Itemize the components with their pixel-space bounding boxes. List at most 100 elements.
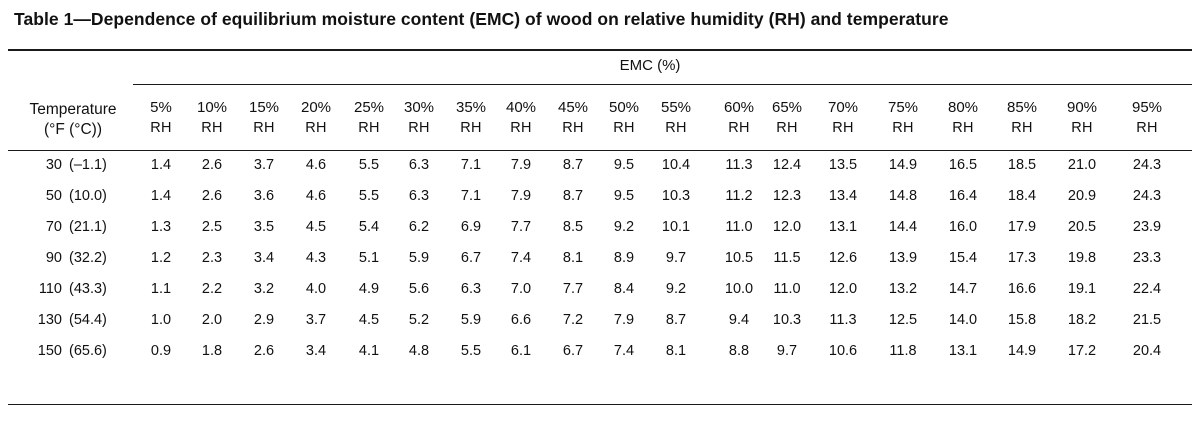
- emc-value-cell: 19.8: [1067, 250, 1097, 266]
- emc-value-cell: 15.4: [948, 250, 978, 266]
- emc-value-cell: 10.5: [724, 250, 754, 266]
- emc-value-cell: 4.3: [305, 250, 327, 266]
- emc-value-cell: 10.0: [724, 281, 754, 297]
- emc-value-cell: 21.0: [1067, 157, 1097, 173]
- column-header-percent: 40%: [505, 99, 537, 116]
- column-header-unit: RH: [1011, 120, 1033, 136]
- emc-value-cell: 1.1: [150, 281, 172, 297]
- emc-value-cell: 14.0: [948, 312, 978, 328]
- emc-value-cell: 3.4: [305, 343, 327, 359]
- emc-value-cell: 6.7: [562, 343, 584, 359]
- emc-value-cell: 11.0: [773, 281, 801, 297]
- temperature-fahrenheit: 110: [38, 281, 62, 297]
- emc-value-cell: 10.3: [661, 188, 691, 204]
- column-header-unit: RH: [776, 120, 798, 136]
- emc-value-cell: 12.6: [828, 250, 858, 266]
- emc-value-cell: 5.5: [460, 343, 482, 359]
- emc-value-cell: 1.0: [150, 312, 172, 328]
- emc-value-cell: 4.0: [305, 281, 327, 297]
- column-header-percent: 30%: [403, 99, 435, 116]
- emc-value-cell: 7.0: [510, 281, 532, 297]
- emc-value-cell: 10.1: [661, 219, 691, 235]
- temperature-celsius: (10.0): [69, 188, 107, 204]
- emc-value-cell: 20.4: [1132, 343, 1162, 359]
- emc-value-cell: 6.3: [408, 188, 430, 204]
- emc-value-cell: 12.3: [772, 188, 802, 204]
- emc-value-cell: 19.1: [1067, 281, 1097, 297]
- column-header-percent: 90%: [1066, 99, 1098, 116]
- emc-value-cell: 8.1: [665, 343, 687, 359]
- emc-value-cell: 24.3: [1132, 188, 1162, 204]
- emc-value-cell: 10.3: [772, 312, 802, 328]
- temperature-fahrenheit: 50: [45, 188, 62, 204]
- emc-value-cell: 4.6: [305, 188, 327, 204]
- column-header-percent: 45%: [557, 99, 589, 116]
- column-header: 80% RH: [935, 98, 991, 138]
- emc-value-cell: 13.1: [828, 219, 858, 235]
- column-header-unit: RH: [253, 120, 275, 136]
- column-header-percent: 50%: [608, 99, 640, 116]
- temperature-celsius: (65.6): [69, 343, 107, 359]
- emc-value-cell: 3.7: [253, 157, 275, 173]
- row-temperature: 90 (32.2): [4, 249, 122, 267]
- emc-value-cell: 2.6: [253, 343, 275, 359]
- top-rule: [8, 49, 1192, 51]
- column-header: 25% RH: [341, 98, 397, 138]
- temperature-fahrenheit: 90: [45, 250, 62, 266]
- emc-value-cell: 7.4: [613, 343, 635, 359]
- temperature-fahrenheit: 30: [45, 157, 62, 173]
- emc-value-cell: 10.4: [661, 157, 691, 173]
- column-header-percent: 85%: [1006, 99, 1038, 116]
- emc-value-cell: 13.1: [948, 343, 978, 359]
- temperature-celsius: (43.3): [69, 281, 107, 297]
- emc-value-cell: 17.2: [1067, 343, 1097, 359]
- emc-value-cell: 8.9: [613, 250, 635, 266]
- stub-header: Temperature (°F (°C)): [13, 100, 133, 140]
- emc-value-cell: 23.9: [1132, 219, 1162, 235]
- row-temperature: 110 (43.3): [4, 280, 122, 298]
- column-header-percent: 55%: [660, 99, 692, 116]
- column-header-unit: RH: [150, 120, 172, 136]
- emc-value-cell: 6.3: [408, 157, 430, 173]
- column-header: 50% RH: [596, 98, 652, 138]
- emc-value-cell: 8.1: [562, 250, 584, 266]
- emc-value-cell: 2.6: [201, 188, 223, 204]
- column-header-percent: 20%: [300, 99, 332, 116]
- emc-value-cell: 6.7: [460, 250, 482, 266]
- emc-value-cell: 11.3: [829, 312, 857, 328]
- emc-value-cell: 21.5: [1132, 312, 1162, 328]
- column-header-percent: 15%: [248, 99, 280, 116]
- emc-value-cell: 1.3: [150, 219, 172, 235]
- emc-value-cell: 3.5: [253, 219, 275, 235]
- emc-value-cell: 11.5: [773, 250, 801, 266]
- column-header: 55% RH: [648, 98, 704, 138]
- emc-value-cell: 12.5: [888, 312, 918, 328]
- emc-value-cell: 5.5: [358, 188, 380, 204]
- emc-value-cell: 16.4: [948, 188, 978, 204]
- emc-spanner-header: EMC (%): [619, 57, 681, 74]
- column-header: 85% RH: [994, 98, 1050, 138]
- column-header-percent: 75%: [887, 99, 919, 116]
- emc-value-cell: 14.9: [1007, 343, 1037, 359]
- emc-value-cell: 5.2: [408, 312, 430, 328]
- emc-value-cell: 17.3: [1007, 250, 1037, 266]
- column-header: 30% RH: [391, 98, 447, 138]
- row-temperature: 150 (65.6): [4, 342, 122, 360]
- emc-value-cell: 6.9: [460, 219, 482, 235]
- emc-value-cell: 17.9: [1007, 219, 1037, 235]
- row-temperature: 70 (21.1): [4, 218, 122, 236]
- column-header-percent: 35%: [455, 99, 487, 116]
- emc-value-cell: 4.1: [358, 343, 380, 359]
- emc-value-cell: 8.4: [613, 281, 635, 297]
- emc-value-cell: 1.4: [150, 188, 172, 204]
- emc-value-cell: 6.2: [408, 219, 430, 235]
- column-header-unit: RH: [201, 120, 223, 136]
- emc-value-cell: 15.8: [1007, 312, 1037, 328]
- column-header: 45% RH: [545, 98, 601, 138]
- emc-value-cell: 5.9: [408, 250, 430, 266]
- emc-value-cell: 13.2: [888, 281, 918, 297]
- emc-value-cell: 7.7: [510, 219, 532, 235]
- emc-value-cell: 6.3: [460, 281, 482, 297]
- column-header-percent: 80%: [947, 99, 979, 116]
- column-header-percent: 95%: [1131, 99, 1163, 116]
